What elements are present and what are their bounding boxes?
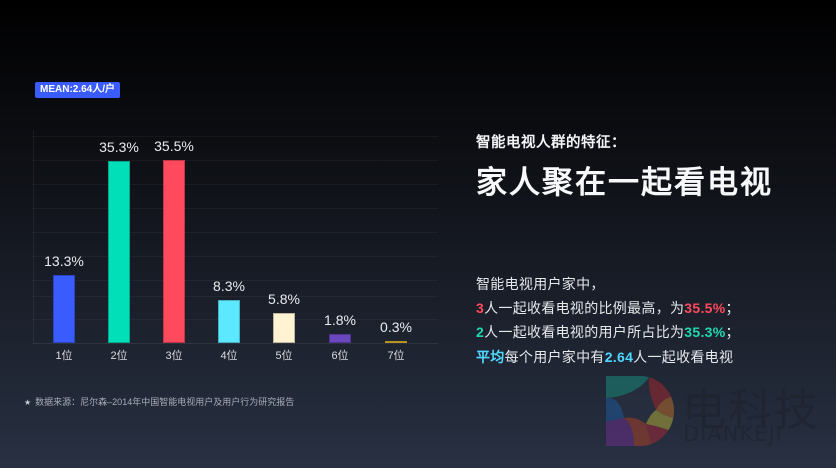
desc-text: 人一起收看电视的比例最高，为: [484, 300, 685, 316]
gridline: [33, 208, 438, 209]
chart-headline: 家人聚在一起看电视: [476, 165, 773, 200]
bar-2: [108, 161, 130, 343]
gridline: [33, 232, 438, 233]
bar-6: [329, 334, 351, 343]
bar-value-label: 13.3%: [44, 253, 84, 269]
logo-chinese-text: 电科技: [682, 385, 820, 436]
desc-text: 人一起收看电视的用户所占比为: [484, 324, 685, 340]
desc-end: 人一起收看电视: [633, 349, 734, 365]
category-label: 7位: [387, 350, 405, 362]
logo-english-text: DIANKEJI: [683, 422, 783, 446]
category-label: 4位: [220, 350, 238, 362]
gridline: [33, 136, 438, 137]
category-label: 3位: [165, 350, 183, 362]
bar-value-label: 35.3%: [99, 139, 139, 155]
bar-4: [218, 300, 240, 343]
highlight-average: 平均: [476, 349, 505, 365]
desc-end: ；: [725, 324, 740, 340]
mean-badge: MEAN:2.64人/户: [35, 82, 121, 98]
gridline: [33, 160, 438, 161]
data-source-note: ★ 数据来源：尼尔森–2014年中国智能电视用户及用户行为研究报告: [24, 395, 294, 408]
bar-5: [273, 313, 295, 343]
household-size-bar-chart: 13.3% 1位 35.3% 2位 35.5% 3位 8.3% 4位 5.8% 5位 1.8% 6位 0…: [0, 0, 450, 380]
highlight-35-3: 35.3%: [684, 324, 726, 340]
category-label: 1位: [55, 350, 73, 362]
highlight-2-people: 2: [476, 324, 485, 340]
chart-subtitle: 智能电视人群的特征：: [476, 135, 626, 151]
highlight-2-64: 2.64: [604, 349, 634, 365]
desc-line-1: 智能电视用户家中，: [476, 276, 605, 292]
bar-3: [163, 160, 185, 343]
bar-value-label: 1.8%: [324, 312, 356, 328]
bar-value-label: 35.5%: [154, 138, 194, 154]
gridline: [33, 280, 438, 281]
bar-1: [53, 275, 75, 343]
bar-value-label: 5.8%: [268, 291, 300, 307]
star-icon: ★: [24, 398, 32, 407]
desc-line-4: 平均每个用户家中有2.64人一起收看电视: [476, 347, 733, 367]
bar-7: [385, 341, 407, 343]
bar-value-label: 0.3%: [380, 319, 412, 335]
gridline: [33, 256, 438, 257]
source-text: 数据来源：尼尔森–2014年中国智能电视用户及用户行为研究报告: [35, 397, 295, 407]
category-label: 6位: [331, 350, 349, 362]
gridline: [33, 296, 438, 297]
desc-end: ；: [725, 300, 740, 316]
x-axis-baseline: [33, 343, 438, 344]
logo-d-mark-icon: [606, 376, 674, 446]
bar-value-label: 8.3%: [213, 278, 245, 294]
category-label: 5位: [275, 350, 293, 362]
highlight-3-people: 3: [476, 300, 485, 316]
desc-line-2: 3人一起收看电视的比例最高，为35.5%；: [476, 298, 740, 318]
desc-line-3: 2人一起收看电视的用户所占比为35.3%；: [476, 322, 740, 342]
desc-text: 每个用户家中有: [504, 349, 605, 365]
category-label: 2位: [110, 350, 128, 362]
y-axis-line: [33, 130, 34, 344]
gridline: [33, 184, 438, 185]
highlight-35-5: 35.5%: [684, 300, 726, 316]
dianke-watermark-logo: 电科技 DIANKEJI: [606, 376, 826, 446]
